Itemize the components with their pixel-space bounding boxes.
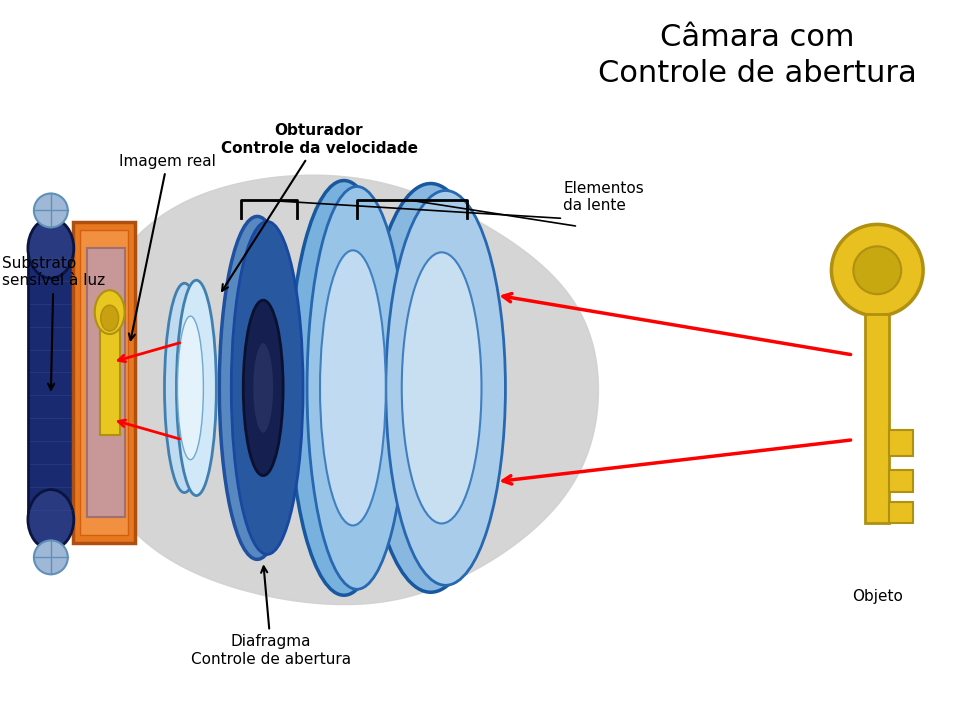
Bar xyxy=(73,222,134,544)
Text: Substrato
sensível à luz: Substrato sensível à luz xyxy=(2,256,105,390)
Text: Câmara com: Câmara com xyxy=(660,23,855,52)
Ellipse shape xyxy=(34,193,68,227)
Ellipse shape xyxy=(401,252,482,523)
Ellipse shape xyxy=(178,316,204,460)
Ellipse shape xyxy=(853,246,901,294)
Bar xyxy=(100,320,120,435)
Ellipse shape xyxy=(177,280,216,496)
Ellipse shape xyxy=(95,290,125,334)
Text: Controle de abertura: Controle de abertura xyxy=(598,59,917,88)
Bar xyxy=(889,430,913,455)
Bar xyxy=(80,230,128,535)
Bar xyxy=(86,249,125,517)
Ellipse shape xyxy=(289,181,398,595)
Bar xyxy=(28,249,74,520)
Ellipse shape xyxy=(219,217,295,559)
Ellipse shape xyxy=(101,305,119,331)
Text: Obturador
Controle da velocidade: Obturador Controle da velocidade xyxy=(221,124,418,291)
Ellipse shape xyxy=(231,222,303,554)
Ellipse shape xyxy=(34,540,68,574)
Ellipse shape xyxy=(28,218,74,278)
Polygon shape xyxy=(70,175,598,604)
Ellipse shape xyxy=(320,251,386,525)
Bar xyxy=(889,501,913,523)
Bar xyxy=(889,469,913,491)
Ellipse shape xyxy=(307,186,407,590)
Ellipse shape xyxy=(365,184,496,592)
Text: Elementos
da lente: Elementos da lente xyxy=(564,181,644,213)
Ellipse shape xyxy=(243,300,283,476)
Text: Diafragma
Controle de abertura: Diafragma Controle de abertura xyxy=(191,566,351,666)
Ellipse shape xyxy=(386,191,505,585)
Bar xyxy=(865,314,889,523)
Text: Imagem real: Imagem real xyxy=(119,154,216,340)
Ellipse shape xyxy=(28,489,74,549)
Ellipse shape xyxy=(164,283,204,493)
Text: Objeto: Objeto xyxy=(852,590,902,604)
Ellipse shape xyxy=(252,342,275,433)
Ellipse shape xyxy=(831,225,924,316)
